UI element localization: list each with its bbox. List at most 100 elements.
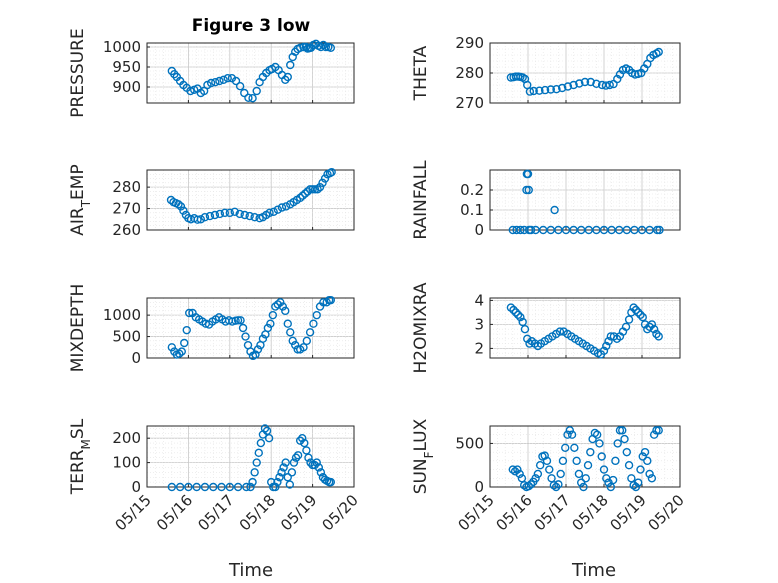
data-point [286,328,295,337]
data-point [305,328,315,337]
data-point [618,426,627,435]
data-point [510,467,520,476]
subplot-1: 900 950 1000 PRESSURE [68,28,355,118]
data-point [634,478,643,487]
data-point [546,85,555,94]
ytick-label: 0.2 [460,181,484,199]
data-point [526,225,536,235]
data-point [167,482,177,492]
subplot-4: 0 0.1 0.2 RAINFALL [411,160,681,240]
ytick-label: 3 [474,315,484,333]
data-point [240,210,249,220]
data-point [300,189,310,198]
data-point [310,460,319,470]
data-point [233,482,243,492]
ytick-label: 290 [455,34,484,52]
data-point [277,203,287,212]
data-point [556,469,565,479]
subplot-2: 270 280 290 THETA [411,34,681,112]
data-point [508,465,517,474]
data-point [231,76,241,86]
plot-area [490,170,680,230]
data-point [240,88,249,98]
data-point [645,322,654,331]
data-point [649,430,659,439]
data-point [549,481,559,490]
data-point [279,463,288,472]
data-point [563,82,573,91]
data-point [631,305,641,315]
data-point [283,473,292,482]
plot-area [147,43,354,103]
axes-box [489,425,681,488]
data-point [182,325,191,335]
data-point [608,475,618,485]
data-point [561,443,570,452]
data-point [277,468,286,477]
data-point [219,75,228,85]
data-point [309,319,318,328]
data-point [278,302,287,311]
data-point [253,345,263,354]
data-point [262,426,272,436]
ytick-label: 4 [474,291,484,309]
data-point [241,332,250,341]
axes-box [146,42,355,104]
data-point [286,60,295,70]
data-point [599,346,609,355]
data-point [210,210,220,220]
data-point [604,478,613,487]
data-point [558,83,567,93]
ytick-label: 950 [112,58,141,76]
data-point [523,334,532,343]
ylabel-6: H2OMIXRA [411,282,431,373]
data-point [283,319,292,328]
data-point [540,451,549,460]
data-point [267,477,276,487]
data-point [326,295,336,305]
data-point [629,303,638,312]
data-point [638,313,647,322]
data-point [636,310,645,319]
ytick-label: 270 [112,200,141,218]
data-point [315,182,325,192]
data-point [298,434,307,443]
data-point [321,42,331,52]
data-point [565,426,574,435]
data-point [266,319,275,328]
data-point [550,205,559,215]
data-point [631,482,641,492]
data-point [246,482,255,492]
data-point [295,193,305,203]
data-point [276,298,285,307]
data-point [295,436,305,445]
data-point [524,481,533,491]
data-point [577,478,586,487]
data-point [185,308,194,318]
data-point [269,207,278,216]
data-point [580,77,590,87]
data-point [540,85,550,95]
data-point [622,447,631,457]
ytick-label: 270 [455,94,484,112]
ytick-label: 200 [112,429,141,447]
ytick-label: 900 [112,78,141,96]
ytick-label: 100 [112,454,141,472]
data-point [273,477,282,487]
data-point [254,448,263,458]
data-point [235,81,245,91]
data-point [233,316,243,325]
ylabel-5: MIXDEPTH [68,284,88,373]
data-point [283,72,292,82]
data-point [215,209,225,219]
data-point [291,340,300,350]
data-point [520,325,530,334]
data-point [230,207,239,216]
data-point [513,465,522,474]
figure-title: Figure 3 low [192,16,311,36]
ytick-label: 0 [131,478,141,496]
data-point [599,465,609,474]
data-point [244,93,253,103]
data-point [245,211,254,221]
axes-box [146,169,355,231]
